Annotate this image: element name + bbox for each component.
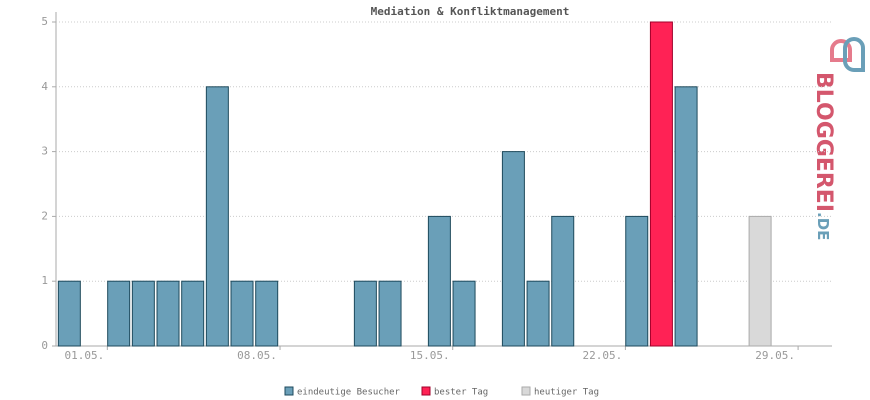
bar <box>107 280 131 347</box>
x-tick-label: 08.05. <box>237 349 277 362</box>
x-tick-label: 29.05. <box>755 349 795 362</box>
bar <box>378 280 402 347</box>
legend-label: eindeutige Besucher <box>297 388 401 398</box>
y-tick-label: 3 <box>41 145 48 158</box>
y-tick-label: 0 <box>41 339 48 352</box>
logo-name: BLOGGEREI <box>811 72 836 212</box>
y-tick-label: 4 <box>41 80 48 93</box>
bar <box>205 86 229 347</box>
y-tick-label: 5 <box>41 15 48 28</box>
logo-text: BLOGGEREI.DE <box>811 72 836 240</box>
bar <box>57 280 81 347</box>
bar <box>649 21 673 347</box>
logo-tld: .DE <box>815 212 833 240</box>
bar <box>353 280 377 347</box>
y-tick-label: 1 <box>41 274 48 287</box>
legend-swatch <box>421 386 431 396</box>
bar <box>748 215 772 347</box>
bar <box>526 280 550 347</box>
bar <box>501 151 525 347</box>
bar <box>181 280 205 347</box>
legend-swatch <box>521 386 531 396</box>
bar <box>452 280 476 347</box>
bar <box>255 280 279 347</box>
bar <box>674 86 698 347</box>
bar <box>551 215 575 347</box>
bar <box>625 215 649 347</box>
legend-label: bester Tag <box>434 388 488 398</box>
logo-icon <box>830 37 865 72</box>
bar <box>230 280 254 347</box>
y-tick-label: 2 <box>41 209 48 222</box>
x-tick-label: 01.05. <box>64 349 104 362</box>
x-tick-label: 22.05. <box>583 349 623 362</box>
legend-label: heutiger Tag <box>534 388 599 398</box>
chart-title: Mediation & Konfliktmanagement <box>371 5 570 18</box>
bar <box>427 215 451 347</box>
bar <box>156 280 180 347</box>
bar <box>131 280 155 347</box>
legend-swatch <box>284 386 294 396</box>
x-tick-label: 15.05. <box>410 349 450 362</box>
